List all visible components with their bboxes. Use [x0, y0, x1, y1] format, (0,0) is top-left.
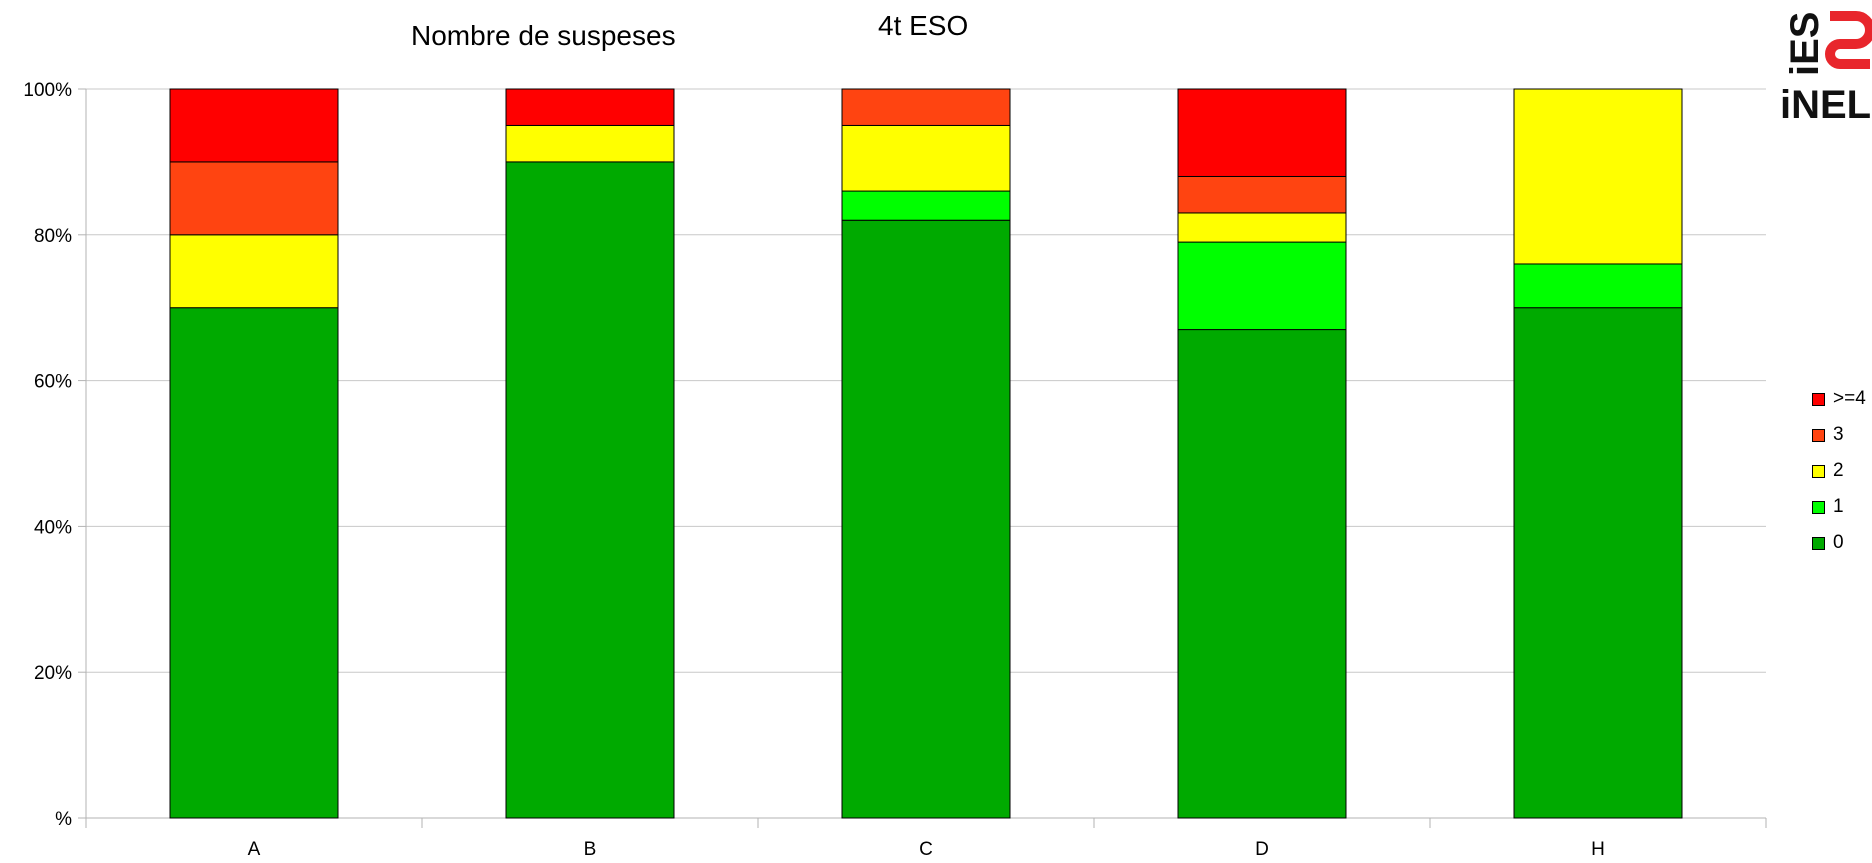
y-tick-label: 60%	[34, 372, 72, 393]
legend-label: 2	[1833, 460, 1844, 481]
y-tick-label: 20%	[34, 663, 72, 684]
bar-segment	[505, 88, 675, 126]
bar-segment	[1177, 241, 1347, 331]
bar-segment	[169, 88, 339, 163]
y-tick-label: %	[55, 809, 72, 830]
logo-inel-text: iNEL	[1780, 83, 1871, 124]
bar-segment	[1177, 329, 1347, 819]
y-tick-label: 80%	[34, 226, 72, 247]
bar-segment	[169, 161, 339, 236]
legend-label: >=4	[1833, 388, 1866, 409]
bar-segment	[1177, 212, 1347, 243]
bar-segment	[169, 307, 339, 819]
bar-segment	[505, 124, 675, 163]
x-tick-label: B	[584, 839, 597, 860]
x-tick-label: H	[1591, 839, 1605, 860]
legend-item: 0	[1812, 525, 1866, 561]
chart-legend: >=4 3 2 1 0	[1812, 381, 1866, 561]
bar-segment	[1513, 88, 1683, 265]
chart-title: 4t ESO	[878, 10, 969, 41]
legend-item: 3	[1812, 417, 1866, 453]
chart-subtitle: Nombre de suspeses	[411, 20, 676, 51]
legend-swatch	[1812, 464, 1825, 478]
y-tick-label: 100%	[23, 80, 72, 101]
bar-segment	[841, 190, 1011, 221]
x-tick-label: A	[248, 839, 261, 860]
legend-item: >=4	[1812, 381, 1866, 417]
legend-swatch	[1812, 428, 1825, 442]
bar-segment	[841, 219, 1011, 819]
bar-segment	[1177, 175, 1347, 214]
bar-segment	[169, 234, 339, 309]
bar-segment	[1513, 307, 1683, 819]
logo-ies-text: iES	[1783, 12, 1827, 76]
legend-swatch	[1812, 500, 1825, 514]
x-tick-label: C	[919, 839, 933, 860]
y-tick-label: 40%	[34, 517, 72, 538]
legend-swatch	[1812, 536, 1825, 550]
x-tick-label: D	[1255, 839, 1269, 860]
bar-segment	[1177, 88, 1347, 177]
bar-segment	[505, 161, 675, 819]
bar-segment	[841, 88, 1011, 126]
legend-item: 1	[1812, 489, 1866, 525]
legend-label: 1	[1833, 496, 1844, 517]
ines-logo: iES iNEL	[1780, 11, 1872, 124]
logo-swoosh	[1825, 11, 1872, 69]
legend-label: 0	[1833, 532, 1844, 553]
legend-label: 3	[1833, 424, 1844, 445]
bar-segment	[1513, 263, 1683, 309]
bar-segment	[841, 124, 1011, 192]
legend-item: 2	[1812, 453, 1866, 489]
legend-swatch	[1812, 392, 1825, 406]
